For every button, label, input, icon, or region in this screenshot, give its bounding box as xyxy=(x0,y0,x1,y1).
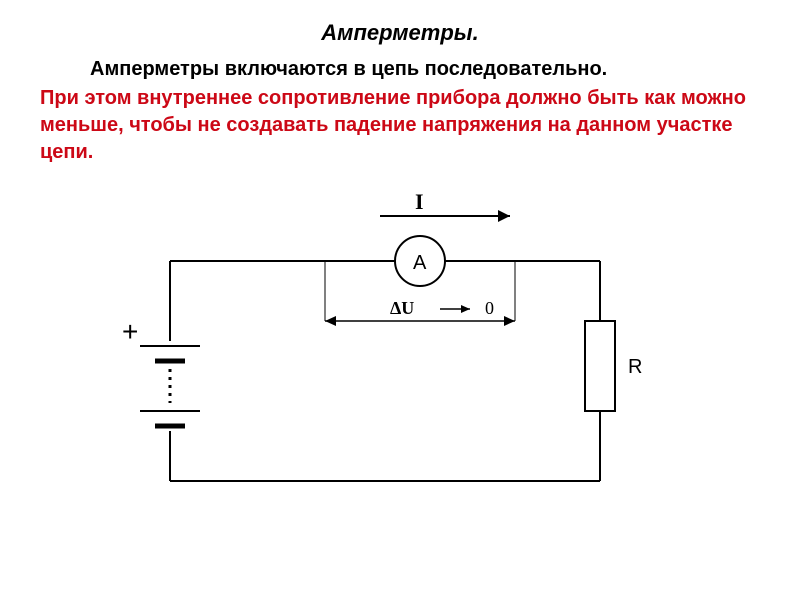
delta-u-arrow-right xyxy=(504,316,515,326)
resistor-label: R xyxy=(628,356,642,378)
resistor-body xyxy=(585,321,615,411)
zero-label: 0 xyxy=(485,298,494,318)
intro-line: Амперметры включаются в цепь последовате… xyxy=(40,58,760,81)
circuit-diagram: I A ΔU 0 R + xyxy=(110,181,710,531)
current-label: I xyxy=(415,189,424,214)
page-title: Амперметры. xyxy=(40,20,760,46)
current-arrow-head xyxy=(498,210,510,222)
note-text: При этом внутреннее сопротивление прибор… xyxy=(40,85,760,166)
delta-u-label: ΔU xyxy=(390,298,414,318)
tend-arrow-head xyxy=(461,305,470,313)
plus-label: + xyxy=(122,316,138,347)
delta-u-arrow-left xyxy=(325,316,336,326)
ammeter-label: A xyxy=(413,252,427,274)
